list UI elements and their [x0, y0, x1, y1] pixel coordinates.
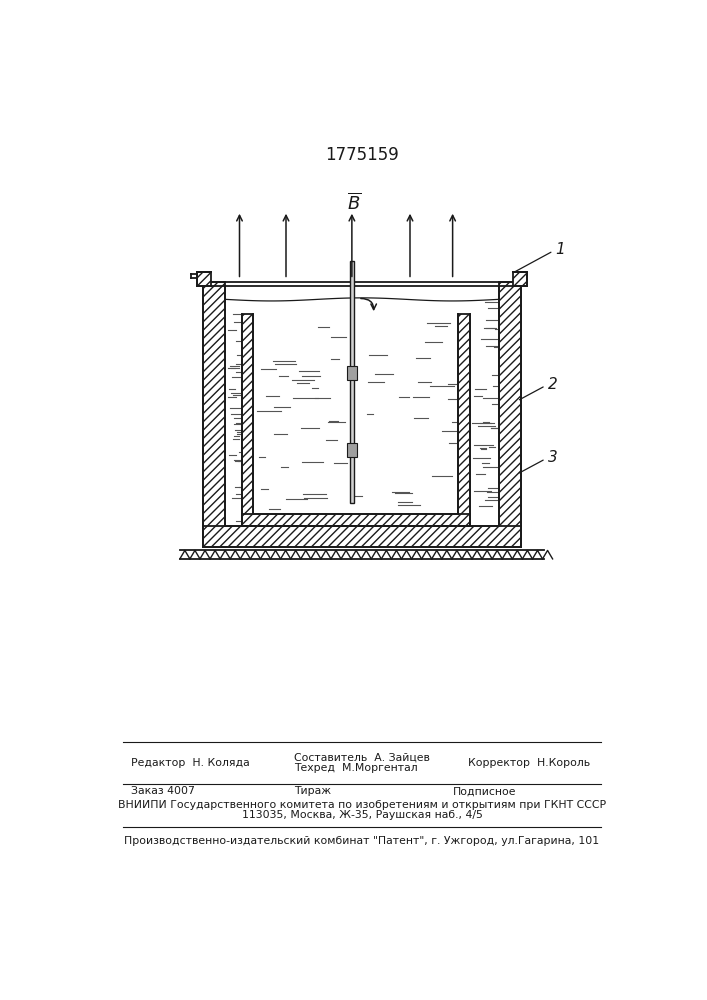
Text: 2: 2 — [548, 377, 558, 392]
Bar — [513, 272, 527, 286]
Bar — [203, 526, 521, 547]
Text: Составитель  А. Зайцев: Составитель А. Зайцев — [293, 753, 430, 763]
Bar — [253, 314, 458, 514]
Text: 1: 1 — [556, 242, 566, 257]
Bar — [242, 514, 469, 526]
Bar — [458, 314, 469, 526]
Bar — [225, 286, 499, 526]
Bar — [499, 282, 521, 547]
Text: Заказ 4007: Заказ 4007 — [131, 786, 195, 796]
Text: Подписное: Подписное — [452, 786, 516, 796]
Text: Техред  М.Моргентал: Техред М.Моргентал — [293, 763, 417, 773]
Text: $\overline{B}$: $\overline{B}$ — [347, 193, 361, 214]
Bar — [242, 314, 253, 526]
Bar — [203, 282, 225, 547]
Text: ВНИИПИ Государственного комитета по изобретениям и открытиям при ГКНТ СССР: ВНИИПИ Государственного комитета по изоб… — [118, 800, 606, 810]
Text: Тираж: Тираж — [293, 786, 331, 796]
Text: 1775159: 1775159 — [325, 146, 399, 164]
Bar — [197, 272, 211, 286]
Text: Редактор  Н. Коляда: Редактор Н. Коляда — [131, 758, 250, 768]
Text: Корректор  Н.Король: Корректор Н.Король — [468, 758, 590, 768]
Text: 3: 3 — [548, 450, 558, 465]
Bar — [349, 261, 354, 503]
Bar — [347, 366, 356, 380]
Text: Производственно-издательский комбинат "Патент", г. Ужгород, ул.Гагарина, 101: Производственно-издательский комбинат "П… — [124, 836, 600, 846]
Bar — [347, 443, 356, 457]
Text: 113035, Москва, Ж-35, Раушская наб., 4/5: 113035, Москва, Ж-35, Раушская наб., 4/5 — [242, 810, 482, 820]
